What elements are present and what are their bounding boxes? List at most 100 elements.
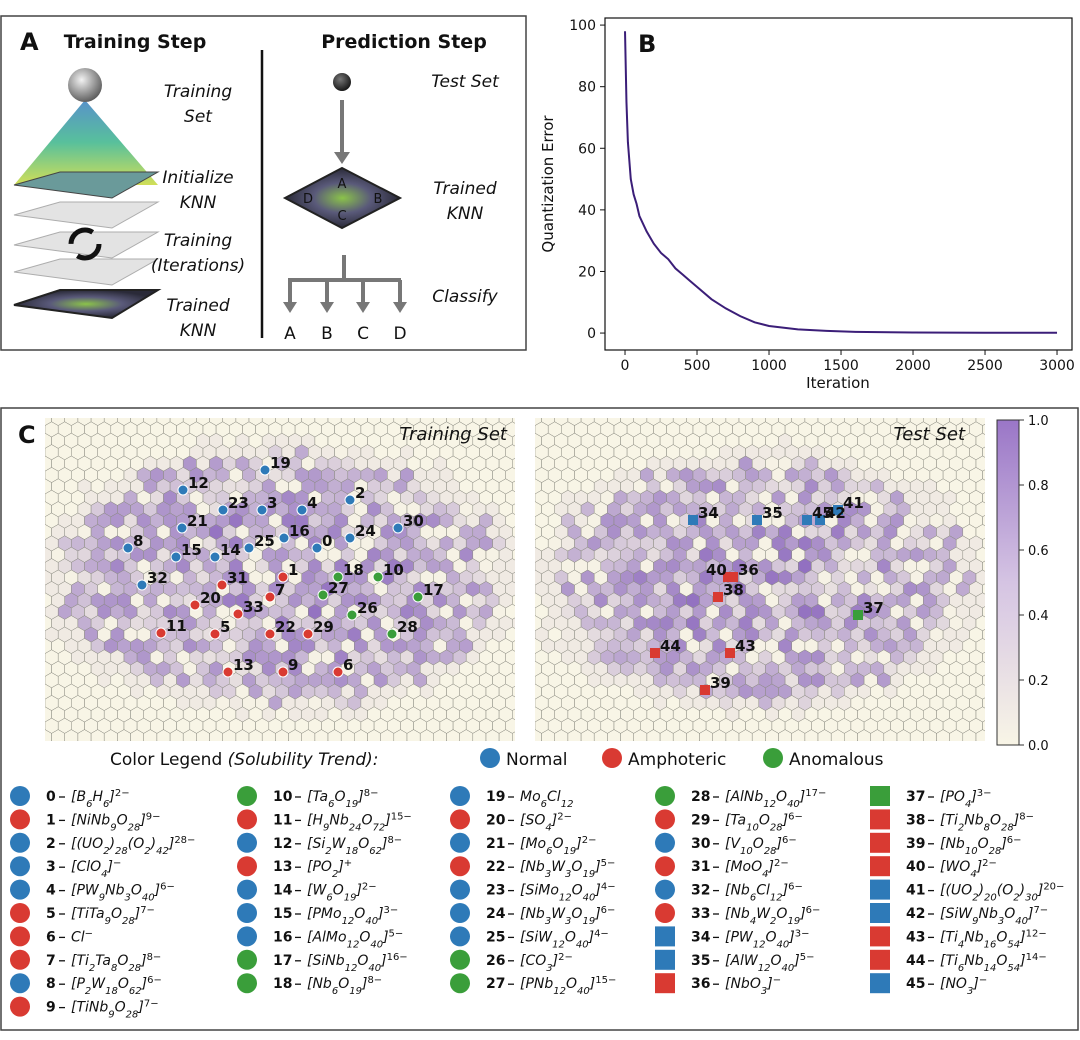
panel-frame — [0, 15, 527, 351]
hex-cell — [593, 729, 608, 741]
formula-part: ] — [168, 836, 174, 852]
compound-charge: 5− — [601, 858, 616, 869]
compound-charge: − — [85, 928, 93, 939]
hex-cell — [949, 729, 964, 741]
formula-part: W — [551, 906, 566, 922]
subscript: 12 — [753, 939, 766, 950]
map-marker — [277, 666, 289, 678]
sphere — [68, 68, 102, 102]
hex-cell — [883, 729, 898, 741]
arrow-head — [283, 302, 297, 313]
subscript: 8 — [111, 962, 117, 973]
map-marker — [209, 551, 221, 563]
compound-formula: [CO3] — [520, 953, 558, 974]
formula-part: ] — [361, 976, 367, 992]
hex-cell — [261, 729, 276, 741]
legend-marker — [870, 856, 890, 877]
subscript: 4 — [762, 869, 768, 880]
map-marker — [392, 522, 404, 534]
legend-id: 13 — [273, 859, 292, 875]
compound-charge: 6− — [782, 834, 797, 845]
map-marker — [688, 515, 698, 525]
formula-part: (O — [128, 836, 144, 852]
tile-label: B — [374, 192, 383, 207]
map-marker — [700, 685, 710, 695]
legend-entry: [NO3]− — [940, 975, 987, 997]
subscript: 9 — [108, 1009, 114, 1020]
map-marker-label: 45 — [812, 504, 833, 522]
legend-entry: [Ta6O19]8− — [307, 788, 378, 810]
compound-charge: 5− — [800, 951, 815, 962]
legend-id: 3 — [46, 859, 56, 875]
subscript: 4 — [545, 822, 551, 833]
legend-marker — [870, 903, 890, 923]
legend-id: 29 — [691, 812, 710, 828]
header: Training Step — [64, 31, 207, 53]
tile-label: D — [303, 192, 313, 207]
legend-entry: [AlNb12O40]17− — [725, 788, 826, 810]
legend-entry: [PMo12O40]3− — [307, 905, 398, 927]
formula-part: ] — [575, 836, 581, 852]
formula-part: ] — [384, 812, 390, 828]
legend-marker — [655, 856, 675, 877]
formula-part: ] — [377, 906, 383, 922]
hex-cell — [519, 467, 532, 482]
hex-cell — [633, 729, 648, 741]
map-marker-label: 41 — [843, 494, 864, 512]
map-marker — [853, 610, 863, 620]
legend-id: 15 — [273, 906, 292, 922]
compound-charge: 7− — [1033, 905, 1048, 916]
map-marker-label: 28 — [397, 618, 418, 636]
hex-cell — [519, 718, 532, 733]
compound-charge: 6− — [601, 905, 616, 916]
formula-part: ] — [1019, 953, 1025, 969]
hex-cell — [90, 740, 92, 741]
formula-part: ] — [1019, 929, 1025, 945]
formula-part: [SiW — [940, 906, 973, 922]
formula-part: Cl — [71, 929, 85, 945]
map-marker — [332, 571, 344, 583]
step-label: Classify — [432, 287, 498, 307]
group-marker — [763, 748, 783, 768]
compound-formula: [Ti6Nb14O54] — [940, 953, 1026, 974]
compound-formula: [AlMo12O40] — [307, 929, 389, 950]
subscript: 3 — [124, 892, 130, 903]
map-marker — [833, 505, 843, 515]
legend-id: 11 — [273, 812, 292, 828]
colorbar-tick-label: 0.2 — [1028, 674, 1049, 689]
compound-charge: 2− — [115, 788, 130, 799]
formula-part: [SiMo — [520, 883, 559, 899]
compound-charge: − — [773, 975, 781, 986]
map-marker-label: 24 — [355, 522, 376, 540]
legend-entry: [TiTa9O28]7− — [71, 905, 155, 927]
formula-part: ] — [107, 859, 113, 875]
colorbar-tick-label: 0.8 — [1028, 479, 1049, 494]
formula-part: ] — [594, 883, 600, 899]
formula-part: ] — [782, 883, 788, 899]
formula-part: [SiW — [520, 929, 553, 945]
formula-part: ] — [154, 883, 160, 899]
map-marker-label: 12 — [188, 474, 209, 492]
legend-id: 41 — [906, 883, 925, 899]
legend-marker — [10, 926, 30, 947]
hex-cell — [519, 513, 532, 528]
hex-cell — [580, 729, 595, 741]
formula-part: [Nb — [520, 859, 545, 875]
compound-formula: [PO2] — [307, 859, 344, 880]
hex-cell — [949, 740, 951, 741]
hex-cell — [962, 740, 964, 741]
group-label: Amphoteric — [628, 750, 726, 770]
legend-marker — [10, 996, 30, 1017]
legend-entry: [Ti2Nb8O28]8− — [940, 811, 1034, 833]
map-marker — [713, 592, 723, 602]
map-marker-label: 11 — [166, 617, 187, 635]
hex-cell — [554, 729, 569, 741]
map-marker — [136, 579, 148, 591]
compound-formula: [TiNb9O28] — [71, 1000, 144, 1021]
formula-part: [(UO — [71, 836, 103, 852]
line-series — [624, 31, 1058, 334]
hex-cell — [288, 729, 302, 741]
formula-part: O — [759, 812, 770, 828]
legend-marker — [237, 809, 257, 830]
subscript: 28 — [1001, 822, 1014, 833]
